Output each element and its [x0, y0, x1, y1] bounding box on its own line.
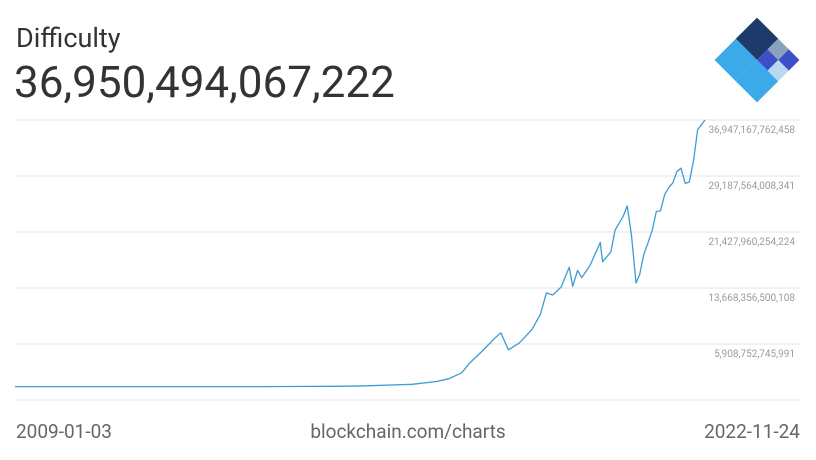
x-end-label: 2022-11-24 [704, 420, 800, 443]
y-tick-label: 5,908,752,745,991 [714, 349, 795, 360]
y-tick-label: 29,187,564,008,341 [708, 181, 795, 192]
chart-title: Difficulty [16, 22, 121, 54]
y-tick-label: 13,668,356,500,108 [708, 293, 795, 304]
source: blockchain.com/charts [310, 420, 505, 443]
logo [714, 17, 800, 103]
headline-value: 36,950,494,067,222 [14, 56, 395, 108]
data-line [15, 119, 706, 388]
y-tick-label: 21,427,960,254,224 [708, 237, 795, 248]
y-tick-label: 36,947,167,762,458 [708, 125, 795, 136]
x-start-label: 2009-01-03 [16, 420, 112, 443]
